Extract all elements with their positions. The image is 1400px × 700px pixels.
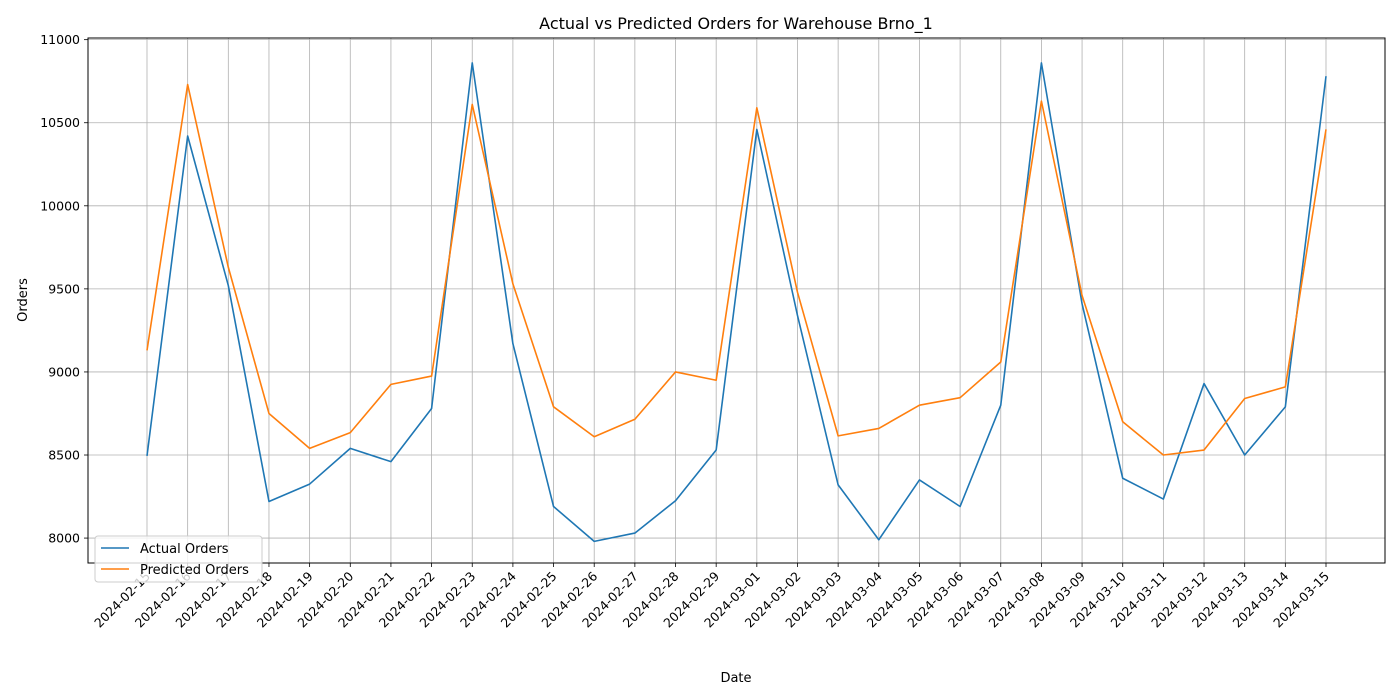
plot-frame <box>87 37 1386 564</box>
y-tick-label: 8000 <box>48 531 80 546</box>
legend-label-predicted: Predicted Orders <box>140 563 249 578</box>
series-line-predicted <box>146 83 1327 456</box>
x-axis-title: Date <box>720 671 751 686</box>
y-tick-label: 10500 <box>40 115 80 130</box>
y-tick-label: 11000 <box>40 32 80 47</box>
y-tick-label: 10000 <box>40 198 80 213</box>
y-tick-label: 9000 <box>48 364 80 379</box>
series-lines <box>146 62 1327 543</box>
y-tick-label: 9500 <box>48 281 80 296</box>
legend: Actual Orders Predicted Orders <box>94 535 263 583</box>
y-axis-title: Orders <box>16 278 31 322</box>
legend-box <box>94 535 263 583</box>
y-axis-ticks: 8000 8500 9000 9500 10000 10500 11000 <box>40 32 88 546</box>
grid-lines <box>88 38 1385 563</box>
chart-title: Actual vs Predicted Orders for Warehouse… <box>539 14 933 34</box>
x-axis-ticks: 2024-02-152024-02-162024-02-172024-02-18… <box>91 563 1332 630</box>
legend-label-actual: Actual Orders <box>140 542 229 557</box>
series-line-actual <box>146 62 1327 543</box>
y-tick-label: 8500 <box>48 448 80 463</box>
